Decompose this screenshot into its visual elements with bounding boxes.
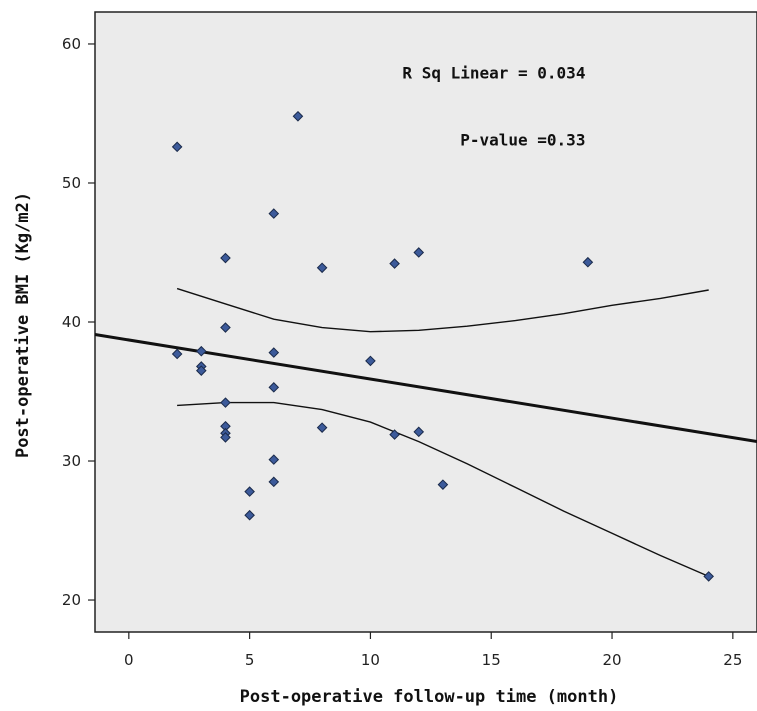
x-tick-label: 5 [245,651,255,669]
data-point [171,348,183,360]
data-point [413,247,425,258]
confidence-band-upper [176,287,709,333]
y-tick-label: 20 [62,591,81,609]
data-point [268,208,280,219]
x-tick-label: 15 [482,651,501,669]
x-tick-label: 0 [124,651,134,669]
data-point [365,355,376,367]
data-point [171,141,183,153]
data-point [316,262,328,274]
x-tick-label: 10 [361,651,380,669]
y-tick-label: 60 [62,35,81,53]
data-point [389,429,400,440]
data-point [316,422,328,433]
y-axis: 20 30 40 50 60 [62,35,95,609]
x-tick-label: 25 [723,651,742,669]
data-point [195,345,207,357]
data-point [244,509,255,521]
annotation-1: R Sq Linear = 0.034 [402,64,585,83]
data-point [244,486,255,497]
x-tick-label: 20 [602,651,621,669]
data-point [220,252,231,264]
y-axis-title: Post-operative BMI (Kg/m2) [13,192,33,458]
data-point [220,322,231,333]
data-point [220,432,231,443]
data-point [413,426,425,438]
confidence-band-lower [177,401,709,578]
data-point [268,382,280,393]
data-point [389,258,400,269]
annotation-2: P-value =0.33 [460,130,585,149]
plot-area [94,11,757,633]
data-point [268,347,280,358]
data-point [195,365,207,376]
data-point [292,110,304,122]
data-point [268,454,280,465]
annotations: R Sq Linear = 0.034 P-value =0.33 [402,64,585,150]
data-point [268,476,280,488]
y-tick-label: 40 [62,313,81,331]
y-tick-label: 30 [62,452,81,470]
x-axis: 0 5 10 15 20 25 [124,632,742,669]
data-point [437,479,449,490]
data-point [703,571,714,582]
data-point [220,397,231,408]
data-point [582,256,594,268]
data-points [171,110,714,582]
y-tick-label: 50 [62,174,81,192]
confidence-band [176,287,709,578]
x-axis-title: Post-operative follow-up time (month) [240,687,619,707]
